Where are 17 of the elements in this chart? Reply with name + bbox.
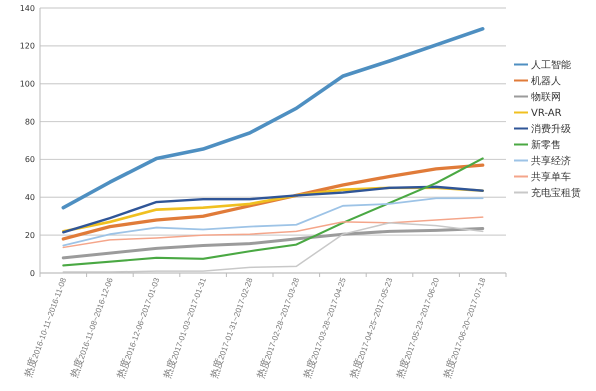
y-tick-label: 120 — [20, 42, 35, 51]
legend-label: 充电宝租赁 — [531, 187, 581, 199]
y-tick-label: 100 — [20, 80, 35, 89]
legend-label: 机器人 — [531, 75, 561, 87]
y-tick-label: 140 — [20, 4, 35, 13]
legend-label: 共享单车 — [531, 171, 571, 183]
y-tick-label: 40 — [24, 193, 35, 202]
y-tick-label: 0 — [30, 268, 35, 278]
legend-label: 物联网 — [531, 91, 561, 103]
legend-label: VR-AR — [531, 108, 562, 119]
legend-label: 消费升级 — [531, 123, 571, 135]
y-tick-label: 20 — [24, 230, 35, 240]
legend-label: 新零售 — [531, 139, 561, 151]
y-tick-label: 60 — [24, 155, 35, 164]
legend-label: 人工智能 — [531, 59, 571, 71]
y-tick-label: 80 — [24, 117, 35, 126]
legend-label: 共享经济 — [531, 155, 571, 167]
